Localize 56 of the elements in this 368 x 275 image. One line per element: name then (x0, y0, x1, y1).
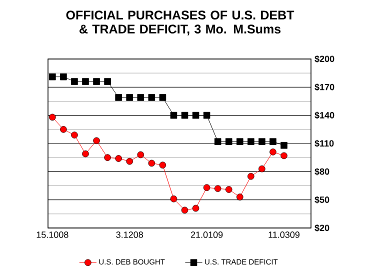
point (236, 138, 244, 146)
point (126, 158, 134, 165)
point (247, 138, 254, 146)
point (192, 204, 200, 212)
y-tick-label: $80 (314, 168, 330, 176)
point (49, 114, 56, 121)
point (170, 112, 178, 119)
point (104, 154, 111, 161)
point (60, 126, 67, 133)
x-tick-label: 3.1208 (116, 232, 143, 238)
point (137, 151, 144, 158)
point (159, 162, 166, 168)
point (93, 78, 100, 85)
point (170, 195, 178, 202)
point (93, 137, 100, 144)
point (115, 155, 122, 162)
x-tick-label: 21.0109 (190, 232, 223, 238)
point (258, 165, 266, 172)
point (258, 138, 266, 146)
point (49, 73, 56, 80)
point (181, 206, 188, 214)
y-tick-label: $50 (314, 196, 330, 204)
point (214, 185, 222, 192)
point (148, 94, 156, 101)
point (159, 94, 166, 101)
point (115, 94, 122, 101)
point (71, 78, 78, 85)
point (280, 142, 288, 149)
point (126, 94, 134, 101)
point (192, 112, 200, 119)
point (82, 150, 89, 158)
point (203, 112, 210, 119)
y-tick-label: $20 (314, 224, 330, 232)
point (148, 160, 156, 167)
point (270, 148, 276, 156)
point (270, 138, 276, 146)
point (236, 194, 244, 200)
x-tick-label: 11.0309 (268, 232, 300, 238)
point (280, 152, 288, 160)
point (181, 112, 188, 119)
point (225, 138, 232, 146)
y-tick-label: $170 (314, 83, 334, 91)
point (82, 78, 89, 85)
y-tick-label: $200 (314, 55, 334, 63)
x-tick-label: 15.1008 (36, 232, 68, 238)
point (137, 94, 144, 101)
y-tick-label: $110 (314, 140, 334, 148)
point (71, 132, 78, 138)
point (104, 78, 111, 85)
point (247, 172, 254, 180)
point (225, 186, 232, 193)
point (60, 73, 67, 80)
point (214, 138, 222, 146)
y-tick-label: $140 (314, 112, 334, 120)
point (203, 184, 210, 192)
chart-title: OFFICIAL PURCHASES OF U.S. DEBT & TRADE DEFICIT, 3 Mo. M.Sums (66, 10, 294, 36)
